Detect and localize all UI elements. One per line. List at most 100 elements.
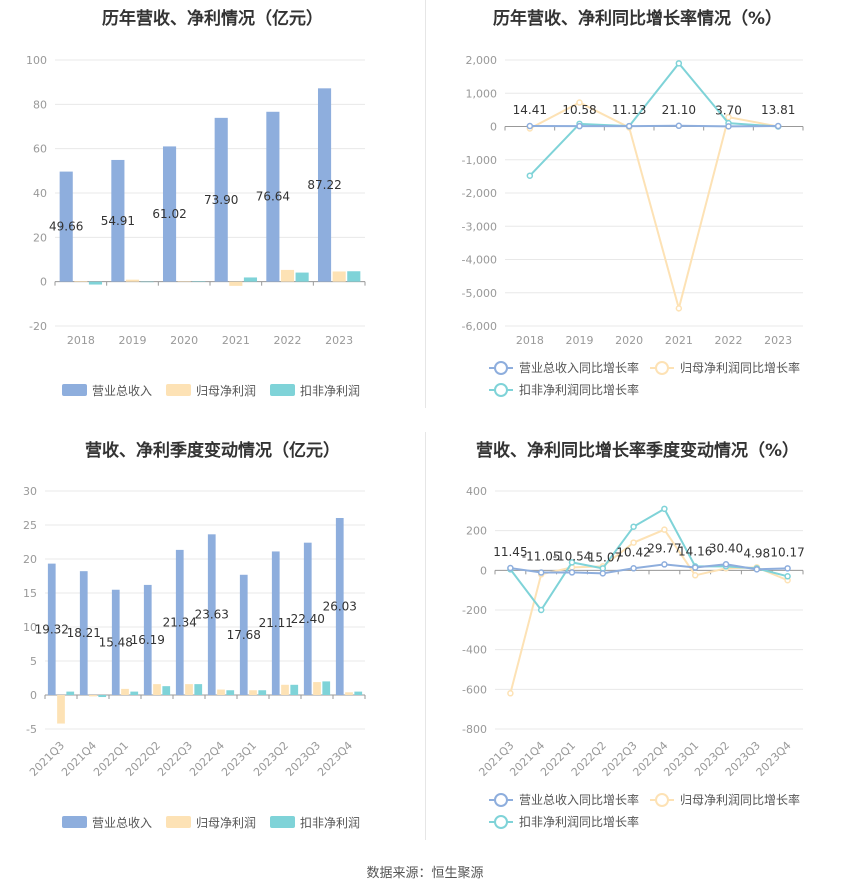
point-series-0 (725, 123, 732, 130)
legend-label: 归母净利润同比增长率 (680, 360, 800, 375)
bar-revenue (111, 159, 125, 282)
chart-title: 营收、净利季度变动情况（亿元） (85, 441, 340, 461)
point-series-1 (630, 539, 637, 546)
y-tick-label: -800 (462, 723, 487, 736)
chart-canvas: 100 80 60 40 20 0 -20 2018 2019 2020 2021 2022 2023 4… (26, 54, 366, 398)
data-label: 21.11 (259, 616, 293, 630)
data-label: 76.64 (256, 190, 290, 204)
point-series-0 (625, 122, 633, 130)
x-tick-label: 2018 (516, 334, 544, 347)
data-label: 17.68 (227, 628, 261, 642)
bar-deducted-profit (226, 690, 235, 695)
data-label: 22.40 (291, 612, 325, 626)
chart-canvas: 2,000 1,000 0 -1,000 -2,000 -3,000 -4,000 -5,00… (462, 54, 804, 397)
x-tick-label: 2020 (170, 334, 198, 347)
data-label: 54.91 (101, 214, 135, 228)
legend-swatch (270, 384, 295, 396)
data-label: 10.17 (770, 545, 804, 559)
y-tick-label: 40 (33, 187, 47, 200)
bar-revenue (271, 551, 280, 695)
data-label: 10.58 (562, 103, 596, 117)
y-tick-label: -600 (462, 683, 487, 696)
legend-label: 营业总收入 (92, 816, 152, 830)
bar-revenue (317, 88, 332, 282)
point-series-1 (576, 99, 583, 106)
line-series-2 (529, 61, 779, 177)
data-label: -10.54 (553, 549, 592, 563)
point-series-0 (691, 564, 699, 571)
bar-revenue (266, 111, 280, 282)
chart-title: 历年营收、净利情况（亿元） (102, 9, 323, 29)
y-tick-label: 10 (23, 621, 37, 634)
quarterly-revenue-profit-chart: 营收、净利季度变动情况（亿元） 30 25 20 15 10 5 0 -5 2021Q3 2021… (0, 432, 425, 862)
bar-revenue (214, 117, 228, 282)
bar-deducted-profit (130, 691, 139, 695)
bar-net-profit (57, 695, 65, 724)
point-series-0 (661, 561, 668, 568)
x-tick-label: 2019 (566, 334, 594, 347)
legend-marker (655, 361, 669, 375)
bar-net-profit (153, 684, 161, 695)
bar-deducted-profit (354, 691, 363, 695)
legend-marker (494, 361, 508, 375)
data-label: 29.77 (647, 541, 681, 555)
y-tick-label: -4,000 (462, 254, 497, 267)
point-series-2 (537, 606, 545, 614)
legend-swatch (166, 384, 191, 396)
bar-net-profit (121, 688, 129, 695)
legend-marker (494, 815, 508, 829)
bar-deducted-profit (295, 272, 309, 282)
point-series-2 (526, 172, 534, 179)
y-tick-label: 0 (490, 121, 497, 134)
data-label: 23.63 (195, 608, 229, 622)
bar-revenue (335, 517, 344, 695)
x-tick-label: 2019 (119, 334, 147, 347)
y-tick-label: -1,000 (462, 154, 497, 167)
point-series-2 (630, 523, 637, 530)
y-tick-label: 400 (466, 485, 487, 498)
x-tick-label: 2023 (325, 334, 353, 347)
y-tick-label: 80 (33, 98, 47, 111)
x-tick-label: 2023Q4 (315, 739, 355, 779)
point-series-0 (774, 122, 782, 130)
bar-net-profit (185, 684, 193, 695)
legend-swatch (166, 816, 191, 828)
x-tick-label: 2022 (274, 334, 302, 347)
data-label: 30.40 (709, 541, 743, 555)
legend-swatch (270, 816, 295, 828)
bar-deducted-profit (66, 691, 75, 695)
chart-canvas: 302520151050-52021Q32021Q42022Q12022Q220… (23, 485, 366, 830)
legend-swatch (62, 816, 87, 828)
point-series-1 (661, 526, 668, 533)
line-series-0 (529, 124, 779, 128)
point-series-2 (675, 60, 683, 67)
bar-deducted-profit (192, 281, 206, 282)
y-tick-label: -400 (462, 644, 487, 657)
legend: 营业总收入 归母净利润 扣非净利润 (62, 384, 360, 398)
bar-revenue (175, 549, 184, 695)
legend-label: 归母净利润同比增长率 (680, 792, 800, 807)
y-tick-label: -3,000 (462, 220, 497, 233)
data-label: 18.21 (67, 626, 101, 640)
panel-divider (425, 0, 426, 408)
data-label: 3.70 (715, 103, 742, 117)
x-tick-label: 2020 (615, 334, 643, 347)
y-tick-label: 0 (480, 564, 487, 577)
bar-net-profit (74, 281, 88, 282)
data-label: 11.13 (612, 103, 646, 117)
point-series-0 (526, 122, 534, 130)
bar-revenue (59, 171, 73, 282)
bar-deducted-profit (290, 684, 299, 695)
point-series-0 (568, 569, 576, 576)
bar-deducted-profit (194, 684, 203, 695)
annual-growth-rate-chart: 历年营收、净利同比增长率情况（%） 2,000 1,000 0 -1,000 -2,00… (425, 0, 850, 430)
y-tick-label: -5,000 (462, 287, 497, 300)
point-series-2 (784, 573, 791, 580)
data-label: 21.10 (662, 103, 696, 117)
quarterly-growth-rate-chart: 营收、净利同比增长率季度变动情况（%） 400 200 0 -200 -400 -600 -… (425, 432, 850, 862)
data-label: -15.07 (583, 550, 622, 564)
data-label: 19.32 (35, 622, 69, 636)
bar-net-profit (280, 269, 295, 282)
legend-marker (655, 793, 669, 807)
